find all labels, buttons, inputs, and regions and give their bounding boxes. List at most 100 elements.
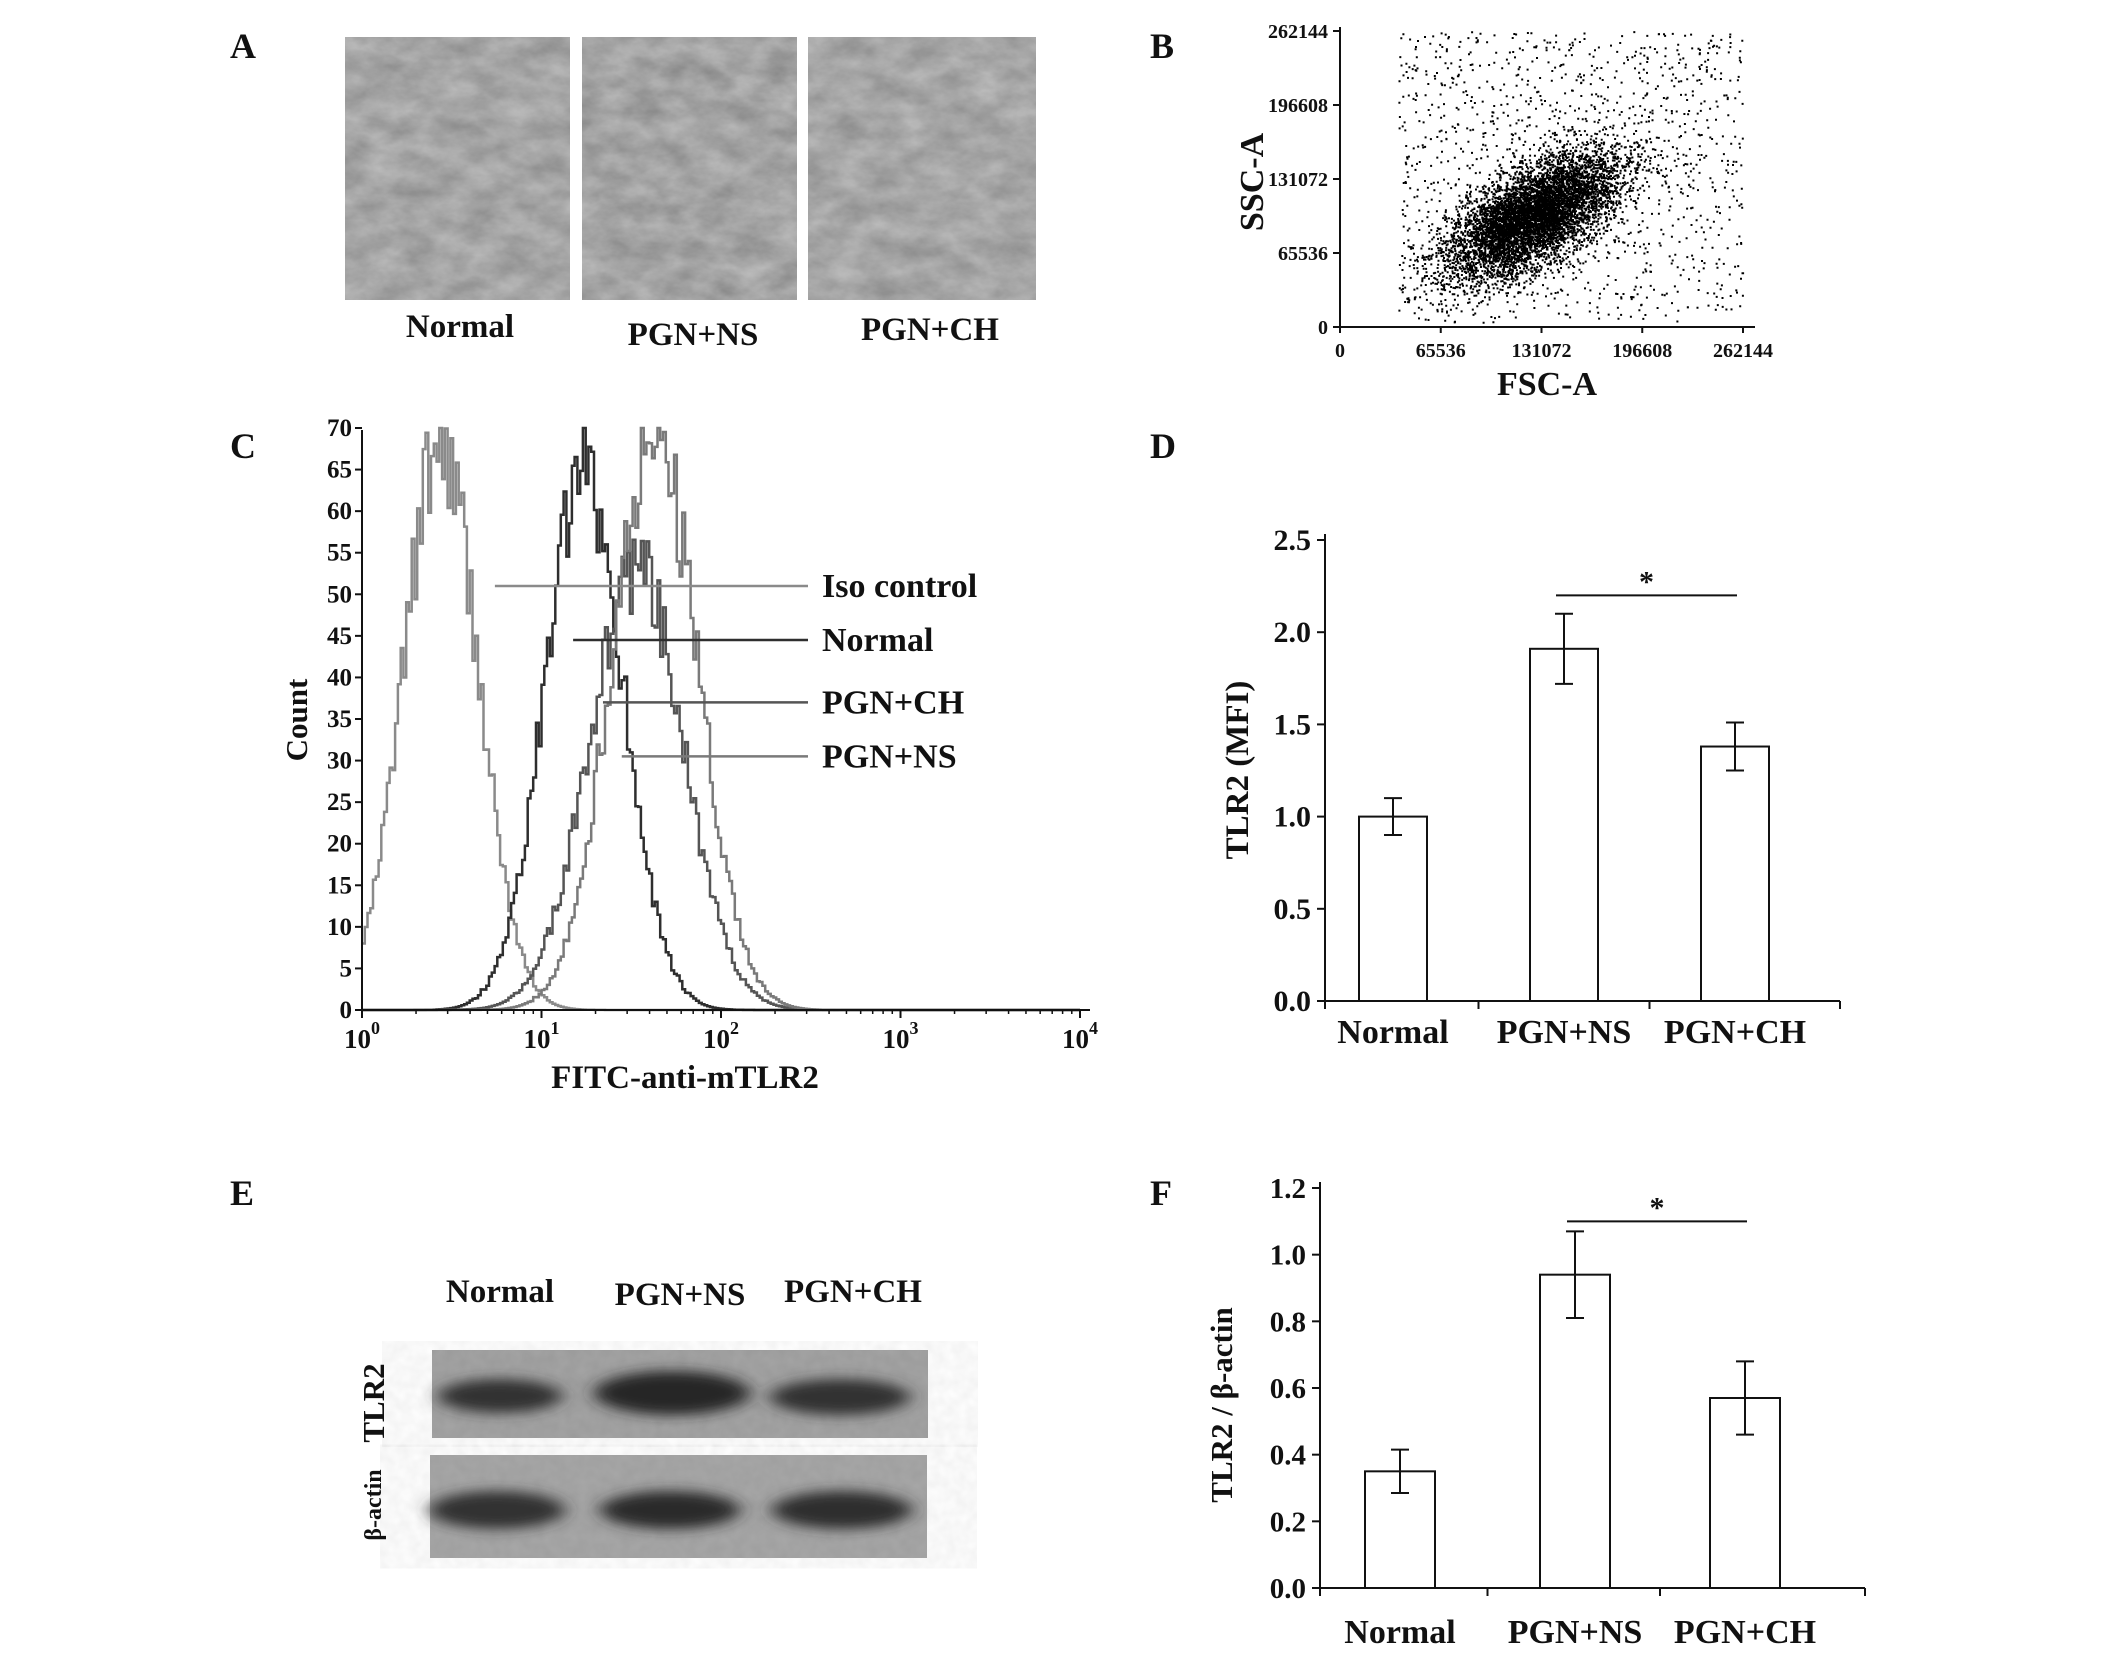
band-pgn-ch-actin — [772, 1491, 912, 1529]
y-tick-label: 65 — [327, 457, 352, 484]
tick-base: 10 — [344, 1024, 371, 1054]
y-tick-label: 2.5 — [1274, 524, 1312, 557]
panel-b-scatter-plot: 00 65536 65536 131072 131072 196608 196608 2621… — [1234, 21, 1773, 403]
band-normal-tlr2 — [438, 1379, 562, 1413]
panel-f-bar-chart: 0.0 0.2 0.4 0.6 0.8 1.0 1.2 Normal PGN+NS PGN+CH *… — [1204, 1173, 1866, 1651]
panel-label-c: C — [230, 426, 256, 466]
panel-label-d: D — [1150, 426, 1176, 466]
y-tick-label: 1.5 — [1274, 708, 1312, 741]
axis-ticks: 00 65536 65536 131072 131072 196608 196608 2621… — [1268, 21, 1773, 362]
x-tick-label: 101 — [524, 1018, 560, 1054]
y-tick-label: 55 — [327, 540, 352, 567]
x-tick-label: 262144 — [1713, 340, 1773, 362]
y-tick-label: 15 — [327, 872, 352, 899]
category-label-pgn-ch: PGN+CH — [1664, 1014, 1806, 1051]
category-label-pgn-ns: PGN+NS — [1497, 1014, 1632, 1051]
caption-normal: Normal — [406, 309, 514, 345]
tick-base: 10 — [883, 1024, 910, 1054]
panel-label-f: F — [1150, 1173, 1172, 1213]
y-tick-label: 196608 — [1268, 95, 1328, 117]
micrograph-pgn-ns — [582, 37, 797, 300]
bars: 0.0 0.2 0.4 0.6 0.8 1.0 1.2 Normal PGN+NS PGN+CH * — [1270, 1173, 1866, 1651]
y-tick-label: 0.0 — [1270, 1573, 1306, 1605]
y-tick-label: 0.0 — [1274, 985, 1312, 1018]
legend-label-normal: Normal — [822, 622, 933, 659]
y-tick-label: 262144 — [1268, 21, 1328, 43]
significance-marker: * — [1639, 565, 1654, 598]
panel-label-e: E — [230, 1173, 254, 1213]
category-label-pgn-ns: PGN+NS — [1508, 1614, 1643, 1651]
panel-label-b: B — [1150, 26, 1174, 66]
y-tick-label: 0.4 — [1270, 1440, 1306, 1472]
y-tick-label: 1.2 — [1270, 1173, 1306, 1205]
x-tick-label: 103 — [883, 1018, 919, 1054]
panel-d-bar-chart: 0.0 0.5 1.0 1.5 2.0 2.5 Normal PGN+NS PGN+CH * TL… — [1220, 524, 1841, 1051]
y-tick-label: 70 — [327, 415, 352, 442]
scatter-point-cloud — [1398, 31, 1745, 324]
y-tick-label: 50 — [327, 581, 352, 608]
band-pgn-ns-tlr2 — [594, 1371, 750, 1415]
category-label-pgn-ch: PGN+CH — [1674, 1614, 1816, 1651]
bar-pgn-ns — [1529, 647, 1599, 1003]
lane-label-normal: Normal — [446, 1274, 554, 1310]
legend: Iso control Normal PGN+CH PGN+NS — [494, 568, 977, 775]
x-tick-label: 131072 — [1512, 340, 1572, 362]
y-tick-label: 20 — [327, 831, 352, 858]
row-label-beta-actin: β-actin — [361, 1469, 387, 1540]
lane-label-pgn-ch: PGN+CH — [784, 1274, 922, 1310]
caption-pgn-ch: PGN+CH — [861, 312, 999, 348]
tick-exponent: 1 — [551, 1018, 560, 1038]
micrograph-normal — [345, 37, 570, 300]
scatter-points — [1398, 31, 1745, 324]
band-pgn-ch-tlr2 — [770, 1379, 910, 1415]
y-tick-label: 10 — [327, 914, 352, 941]
y-tick-label: 45 — [327, 623, 352, 650]
y-tick-label: 60 — [327, 498, 352, 525]
y-tick-label: 65536 — [1278, 243, 1328, 265]
legend-label-iso-control: Iso control — [822, 568, 977, 605]
x-tick-label: 104 — [1062, 1018, 1098, 1054]
y-axis-label: TLR2 (MFI) — [1220, 681, 1256, 860]
lane-label-pgn-ns: PGN+NS — [615, 1277, 746, 1313]
y-axis-label: Count — [279, 678, 314, 761]
tick-base: 10 — [1062, 1024, 1089, 1054]
bar-pgn-ch — [1700, 745, 1770, 1003]
y-tick-label: 0 — [340, 997, 353, 1024]
y-tick-label: 40 — [327, 664, 352, 691]
tick-exponent: 0 — [371, 1018, 380, 1038]
x-axis-label: FSC-A — [1497, 366, 1598, 403]
y-tick-label: 131072 — [1268, 169, 1328, 191]
histogram-curves — [362, 426, 1080, 1012]
row-label-tlr2: TLR2 — [356, 1363, 391, 1442]
tick-exponent: 2 — [730, 1018, 739, 1038]
y-tick-label: 0.6 — [1270, 1373, 1306, 1405]
band-normal-actin — [429, 1491, 565, 1529]
category-label-normal: Normal — [1344, 1614, 1455, 1651]
tick-base: 10 — [703, 1024, 730, 1054]
y-tick-label: 30 — [327, 748, 352, 775]
y-axis-label: TLR2 / β-actin — [1204, 1307, 1239, 1502]
bar-normal — [1358, 815, 1428, 1002]
bar-pgn-ns — [1539, 1273, 1611, 1589]
y-tick-label: 0.8 — [1270, 1306, 1306, 1338]
blot-actin-row — [429, 1455, 927, 1558]
panel-e-western-blot: Normal PGN+NS PGN+CH TLR2 β-actin — [356, 1274, 928, 1558]
caption-pgn-ns: PGN+NS — [628, 317, 759, 353]
micrograph-pgn-ch — [808, 37, 1036, 300]
tick-exponent: 4 — [1089, 1018, 1098, 1038]
x-tick-label: 65536 — [1416, 340, 1466, 362]
tick-base: 10 — [524, 1024, 551, 1054]
y-tick-label: 25 — [327, 789, 352, 816]
panel-a-micrographs: Normal PGN+NS PGN+CH — [345, 37, 1036, 353]
legend-label-pgn-ns: PGN+NS — [822, 738, 957, 775]
band-pgn-ns-actin — [600, 1491, 740, 1529]
y-tick-label: 0.2 — [1270, 1506, 1306, 1538]
y-tick-label: 2.0 — [1274, 616, 1312, 649]
significance-marker: * — [1650, 1191, 1665, 1224]
y-tick-label: 1.0 — [1274, 801, 1312, 834]
y-tick-label: 1.0 — [1270, 1240, 1306, 1272]
y-tick-label: 35 — [327, 706, 352, 733]
